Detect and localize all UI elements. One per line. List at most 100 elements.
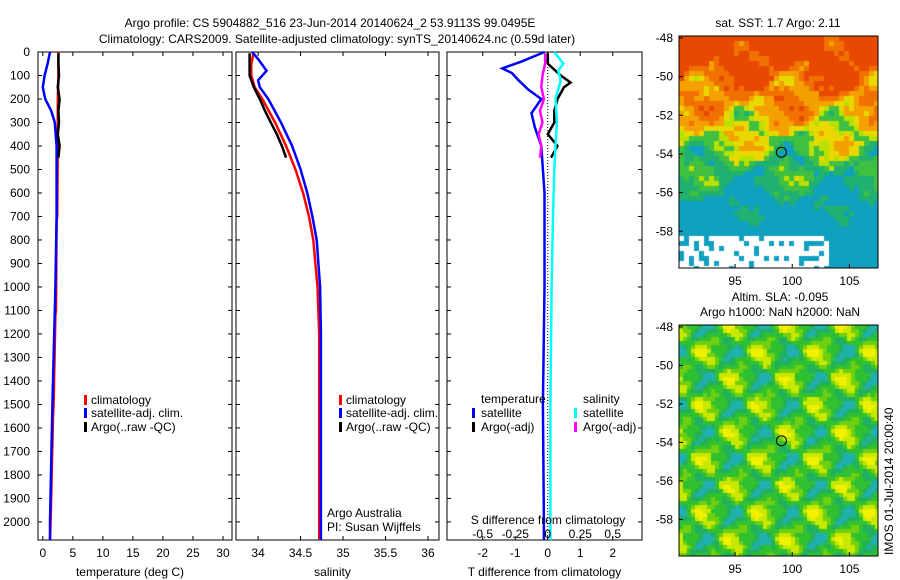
salinity-series-line [250,51,321,540]
y-tick-label: -52 [656,108,674,122]
x-tick-label: -1 [510,546,521,560]
credit-line-2: PI: Susan Wijffels [327,520,421,534]
temperature-series-line [56,53,61,158]
x-tick-label: 30 [216,546,230,560]
x-tick-label: 15 [126,546,140,560]
y-tick-label: 1700 [3,444,30,458]
salinity-axes-box [235,51,440,541]
x-tick-label: 100 [782,274,802,288]
y-tick-label: 1100 [4,303,30,317]
y-tick-label: 200 [10,92,30,106]
y-tick-label: 1600 [3,421,30,435]
x-tick-label: 105 [839,562,859,576]
legend-swatch [574,422,577,432]
y-tick-label: -48 [656,31,674,45]
y-tick-label: -58 [656,224,674,238]
salinity-series-line [248,53,288,159]
legend-label: satellite [481,406,522,420]
salinity-series-line [251,51,323,540]
y-tick-label: -50 [656,70,674,84]
differences-series-line [537,53,547,158]
x-tick-label: 95 [728,274,742,288]
legend-swatch [339,422,342,432]
y-tick-label: 900 [10,256,30,270]
y-tick-label: -48 [656,320,674,334]
x-tick-label: 10 [96,546,110,560]
x-tick-label: 100 [782,562,802,576]
legend-header-temperature: temperature [481,392,546,406]
salinity-xlabel: salinity [314,565,351,579]
y-tick-label: 1000 [3,280,30,294]
legend-swatch [84,395,87,405]
s-axis-label: S difference from climatology [471,513,626,527]
x-tick-label: 36 [421,546,435,560]
legend-swatch [472,408,475,418]
differences-series-line [549,51,565,540]
sst-map-image [679,36,878,268]
legend-swatch [472,422,475,432]
y-tick-label: -52 [656,397,674,411]
x-tick-label: 0 [39,546,46,560]
differences-xlabel: T difference from climatology [468,565,622,579]
sla-map-image [679,325,878,556]
legend-swatch [574,408,577,418]
title-line-1: Argo profile: CS 5904882_516 23-Jun-2014… [125,16,536,30]
differences-series-line [546,53,573,159]
legend-label: Argo(..raw -QC) [346,420,431,434]
x-tick-label: 95 [728,562,742,576]
y-tick-label: -56 [656,186,674,200]
x-tick-label: 34 [251,546,265,560]
y-tick-label: 100 [10,68,30,82]
y-tick-label: 500 [10,162,30,176]
argo-location-marker [775,435,787,447]
legend-label: satellite-adj. clim. [346,406,438,420]
imos-timestamp-label: IMOS 01-Jul-2014 20:00:40 [882,407,896,555]
y-tick-label: 800 [10,233,30,247]
x-tick-label: 25 [186,546,200,560]
legend-label: Argo(-adj) [481,420,534,434]
y-tick-label: 1800 [3,468,30,482]
x-tick-label: 1 [577,546,584,560]
y-tick-label: -56 [656,474,674,488]
y-tick-label: -54 [656,147,674,161]
legend-label: satellite-adj. clim. [91,406,183,420]
temperature-axes-box [37,51,233,541]
sst-map-title: sat. SST: 1.7 Argo: 2.11 [715,16,841,30]
differences-series-line [499,50,546,540]
y-tick-label: 700 [10,209,30,223]
legend-label: Argo(-adj) [583,420,636,434]
y-tick-label: -50 [656,358,674,372]
argo-location-marker [775,146,787,158]
y-tick-label: 0 [23,45,30,59]
x-tick-label: -2 [477,546,488,560]
y-tick-label: 1900 [3,491,30,505]
s-tick-label: 0 [544,527,551,541]
s-tick-label: -0.5 [472,527,493,541]
s-tick-label: 0.5 [604,527,621,541]
y-tick-label: 1500 [3,397,30,411]
y-tick-label: 600 [10,186,30,200]
temperature-xlabel: temperature (deg C) [76,565,184,579]
x-tick-label: 2 [609,546,616,560]
y-tick-label: 1400 [3,374,30,388]
y-tick-label: -54 [656,435,674,449]
y-tick-label: -58 [656,512,674,526]
y-tick-label: 2000 [3,515,30,529]
temperature-series-line [41,51,58,540]
legend-swatch [84,422,87,432]
legend-header-salinity: salinity [583,392,620,406]
y-tick-label: 1200 [3,327,30,341]
x-tick-label: 20 [156,546,170,560]
title-line-2: Climatology: CARS2009. Satellite-adjuste… [99,32,575,46]
legend-swatch [339,408,342,418]
x-tick-label: 105 [839,274,859,288]
sst-map-axes-box [678,35,879,269]
credit-line-1: Argo Australia [327,506,402,520]
sla-map-title-2: Argo h1000: NaN h2000: NaN [700,305,860,319]
y-tick-label: 300 [10,115,30,129]
x-tick-label: 0 [544,546,551,560]
sla-map-title-1: Altim. SLA: -0.095 [732,290,829,304]
legend-label: satellite [583,406,624,420]
